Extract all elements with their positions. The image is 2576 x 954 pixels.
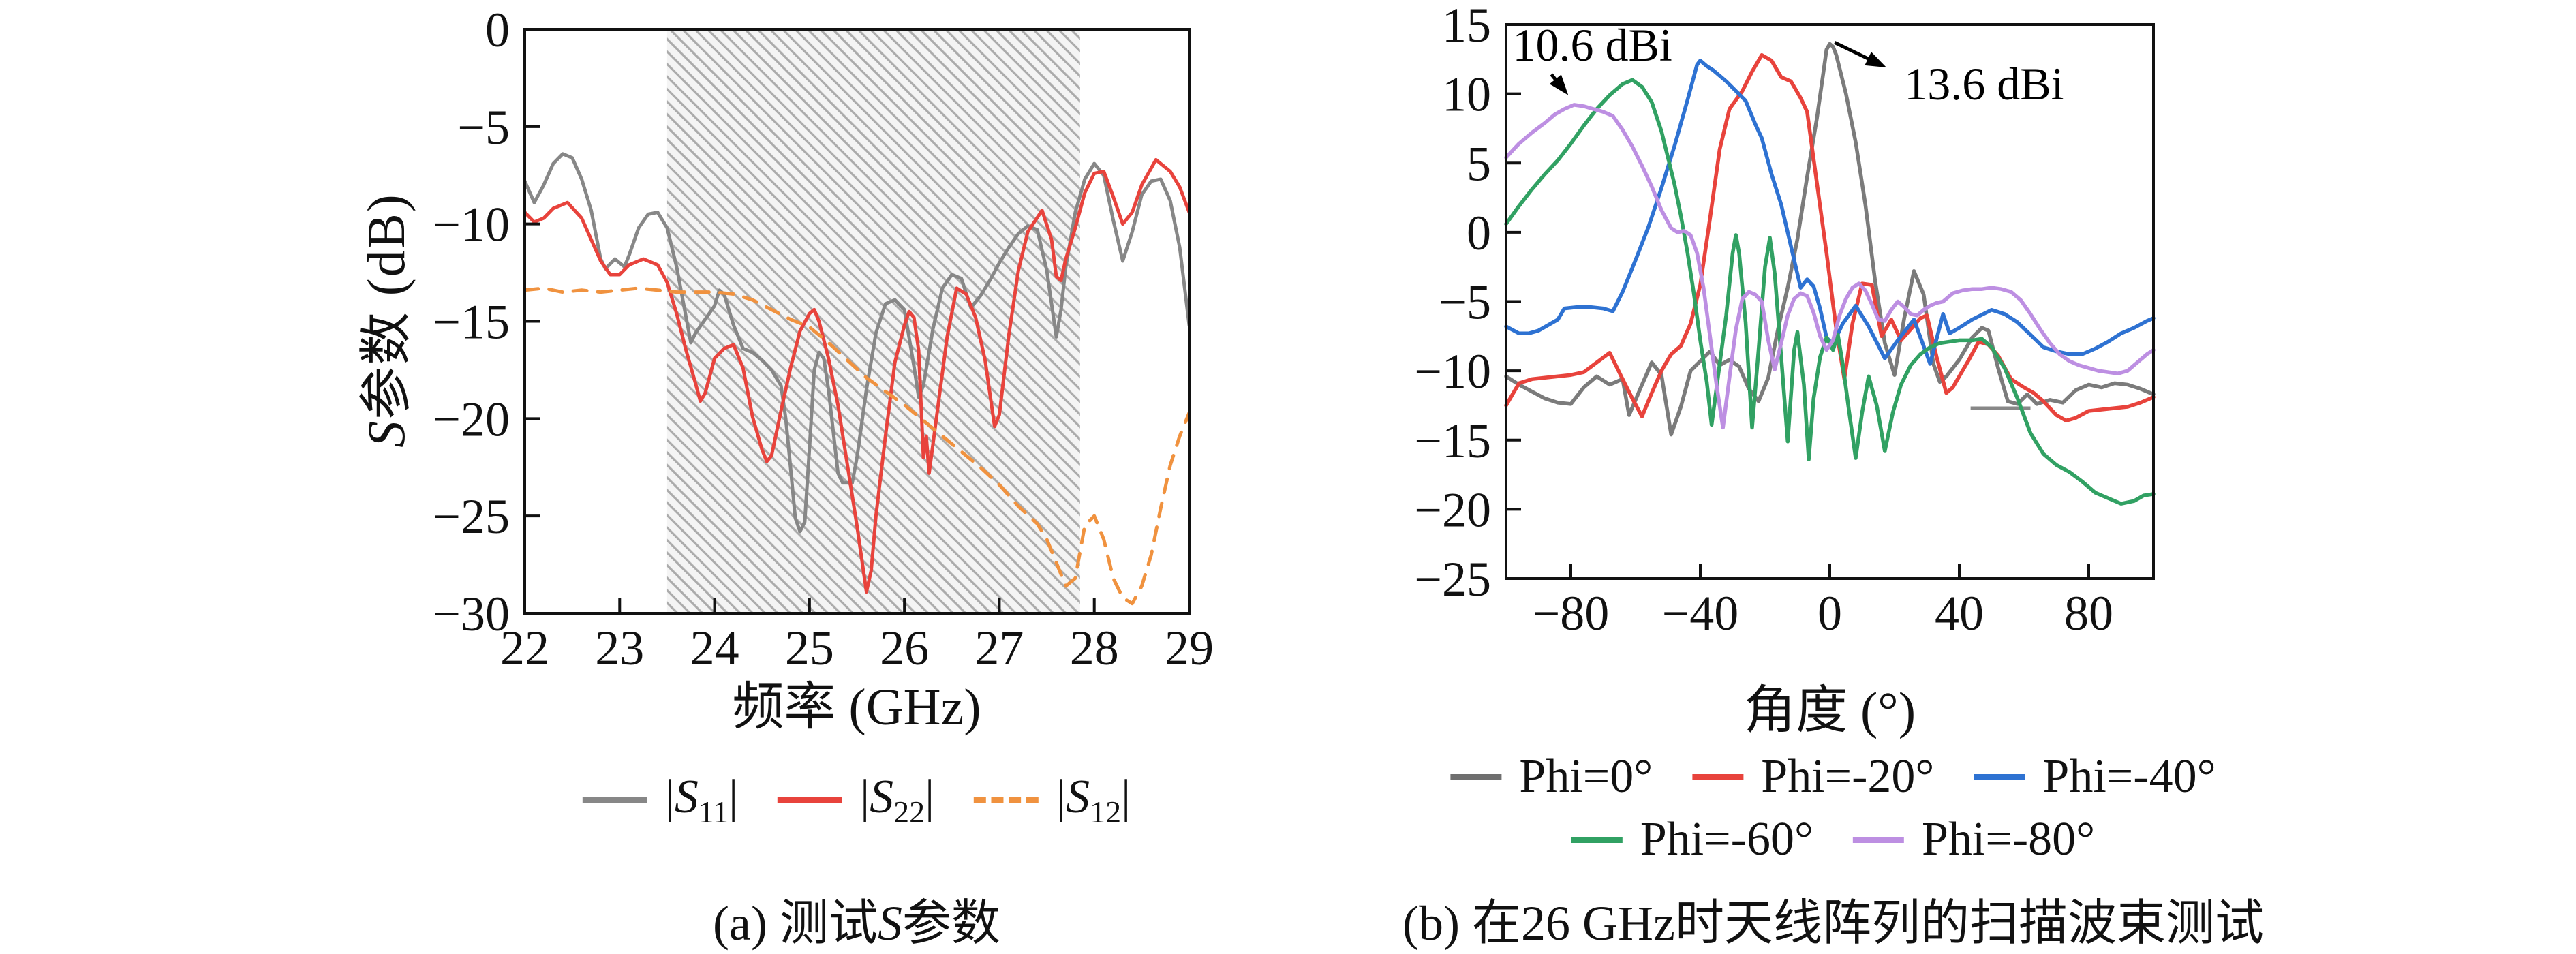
legend-line-phi-neg40 [1974, 773, 2025, 780]
series-s22 [523, 157, 1191, 594]
series-phi60 [1504, 78, 2156, 506]
y-tick-label: −25 [1414, 552, 1491, 606]
legend-item-s22: |S22| [778, 770, 934, 830]
legend-label-s22: |S22| [860, 771, 935, 829]
legend-line-phi-0 [1450, 773, 1502, 780]
y-tick-label: −15 [433, 295, 510, 350]
legend-line-s11 [582, 797, 647, 803]
legend-line-phi-neg20 [1692, 773, 1744, 780]
caption-panel-b: (b) 在26 GHz时天线阵列的扫描波束测试 [1402, 882, 2264, 954]
annotation-text-0: 10.6 dBi [1513, 19, 1672, 71]
x-tick-label: 28 [1070, 621, 1119, 675]
x-tick-label: 27 [975, 621, 1024, 675]
y-tick-label: 0 [1467, 206, 1491, 260]
legend-label-s12: |S12| [1056, 771, 1131, 829]
y-tick-label: −5 [457, 100, 510, 155]
legend-item-phi-neg80: Phi=-80° [1853, 812, 2095, 867]
legend-phi-row2: Phi=-60° Phi=-80° [1571, 812, 2095, 867]
legend-item-phi-0: Phi=0° [1450, 750, 1653, 804]
x-tick-label: −80 [1533, 586, 1610, 641]
y-tick-label: −30 [433, 587, 510, 641]
s-parameter-plot-area: 22 23 24 25 26 27 28 29 0 −5 −10 −15 −20 −25 −30 [433, 3, 1214, 675]
x-tick-label: 25 [785, 621, 834, 675]
y-tick-label: −20 [433, 392, 510, 446]
x-tick-label: −40 [1662, 586, 1739, 641]
axis-title-y-left: S参数 (dB) [343, 193, 420, 447]
s-parameter-chart: 22 23 24 25 26 27 28 29 0 −5 −10 −15 −20 −25 −30 [433, 3, 1214, 675]
x-tick-label: 24 [690, 621, 739, 675]
annotation-arrowhead-0 [1549, 74, 1569, 95]
legend-line-s22 [778, 797, 843, 803]
y-tick-label: −10 [433, 198, 510, 252]
axis-title-x-right: 角度 (°) [1744, 668, 1916, 743]
legend-label-phi-neg60: Phi=-60° [1640, 813, 1813, 865]
y-tick-label: 5 [1467, 136, 1491, 191]
axis-title-x-left: 频率 (GHz) [732, 664, 981, 739]
x-tick-label: 29 [1165, 621, 1214, 675]
legend-label-phi-neg40: Phi=-40° [2042, 750, 2216, 803]
y-tick-label: −20 [1414, 482, 1491, 537]
legend-line-phi-neg80 [1853, 836, 1904, 843]
x-tick-label: 22 [500, 621, 549, 675]
series-s11 [523, 152, 1191, 534]
series-phi80 [1504, 103, 2156, 430]
legend-label-s11: |S11| [664, 771, 739, 829]
caption-a-pre: (a) 测试 [713, 896, 878, 951]
axis-title-y-left-rest: 参数 (dB) [356, 193, 416, 420]
x-tick-label: 23 [595, 621, 644, 675]
x-tick-label: 80 [2064, 586, 2113, 641]
legend-item-phi-neg60: Phi=-60° [1571, 812, 1813, 867]
legend-s-parameters: |S11| |S22| |S12| [582, 770, 1131, 830]
series-s12 [523, 286, 1191, 606]
legend-item-s11: |S11| [582, 770, 739, 830]
y-tick-label: −10 [1414, 344, 1491, 399]
legend-label-phi-neg20: Phi=-20° [1761, 750, 1935, 803]
x-tick-label: 26 [880, 621, 929, 675]
x-tick-label: 0 [1818, 586, 1842, 641]
series-phi0 [1504, 42, 2156, 437]
axis-title-x-right-text: 角度 (°) [1743, 682, 1916, 739]
caption-a-italic: S [877, 896, 902, 951]
legend-item-s12: |S12| [974, 770, 1131, 830]
y-tick-label: 0 [485, 3, 510, 57]
legend-phi-row1: Phi=0° Phi=-20° Phi=-40° [1450, 750, 2216, 804]
legend-label-phi-0: Phi=0° [1519, 750, 1653, 803]
y-tick-label: 15 [1442, 0, 1491, 52]
legend-item-phi-neg40: Phi=-40° [1974, 750, 2216, 804]
beam-scanning-gain-chart: −80 −40 0 40 80 15 10 5 0 −5 −10 −15 −20 −25 10.6 dBi 1… [1414, 0, 2156, 641]
y-tick-label: 10 [1442, 67, 1491, 122]
legend-label-phi-neg80: Phi=-80° [1922, 813, 2096, 865]
x-tick-label: 40 [1935, 586, 1984, 641]
axis-title-y-left-italic: S [356, 419, 416, 448]
caption-a-rest: 参数 [902, 896, 1000, 951]
annotation-arrowhead-1 [1865, 52, 1887, 68]
y-tick-label: −5 [1439, 275, 1491, 330]
axis-title-x-left-text: 频率 (GHz) [732, 679, 981, 736]
series-phi40 [1504, 59, 2156, 366]
gain-plot-area: −80 −40 0 40 80 15 10 5 0 −5 −10 −15 −20 −25 10.6 dBi 1… [1414, 0, 2156, 641]
legend-item-phi-neg20: Phi=-20° [1692, 750, 1934, 804]
y-tick-label: −15 [1414, 414, 1491, 468]
legend-line-s12 [974, 797, 1039, 803]
legend-line-phi-neg60 [1571, 836, 1623, 843]
caption-panel-a: (a) 测试S参数 [713, 882, 1000, 954]
annotation-text-1: 13.6 dBi [1904, 58, 2064, 110]
caption-b-text: (b) 在26 GHz时天线阵列的扫描波束测试 [1402, 896, 2264, 951]
y-tick-label: −25 [433, 489, 510, 544]
